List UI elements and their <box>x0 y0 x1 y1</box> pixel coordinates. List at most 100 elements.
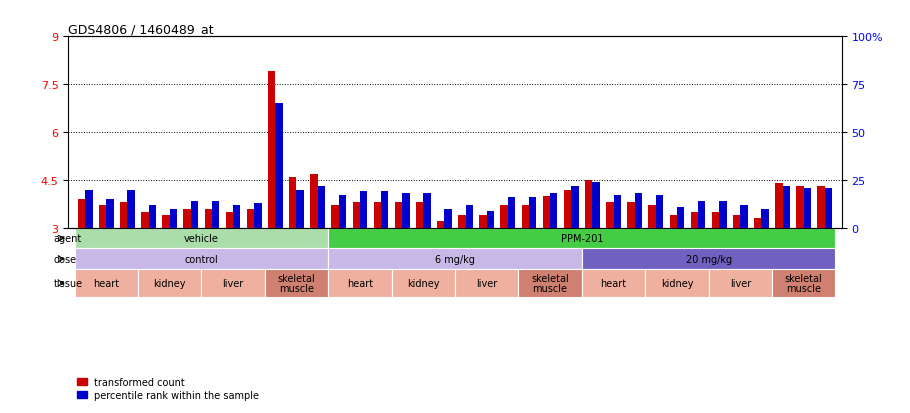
Bar <box>719 202 726 228</box>
Bar <box>352 203 359 324</box>
Text: kidney: kidney <box>407 278 440 288</box>
Text: 6 mg/kg: 6 mg/kg <box>435 254 475 264</box>
Text: agent: agent <box>54 234 82 244</box>
Bar <box>77 199 86 324</box>
Bar <box>634 194 642 228</box>
Bar <box>508 198 515 228</box>
Text: heart: heart <box>347 278 373 288</box>
Bar <box>247 209 254 324</box>
Bar <box>571 186 579 228</box>
Text: skeletal
muscle: skeletal muscle <box>784 273 823 294</box>
Bar <box>205 209 212 324</box>
Text: control: control <box>185 254 218 264</box>
Bar <box>501 206 508 324</box>
Bar <box>329 228 835 249</box>
Bar <box>141 212 148 324</box>
Bar <box>627 203 634 324</box>
Bar <box>374 203 381 324</box>
Bar <box>162 216 169 324</box>
Text: kidney: kidney <box>661 278 693 288</box>
Bar <box>359 192 368 228</box>
Text: liver: liver <box>730 278 751 288</box>
Bar <box>455 269 519 297</box>
Bar <box>184 209 191 324</box>
Bar <box>677 207 684 228</box>
Bar <box>268 72 276 324</box>
Bar <box>824 188 833 228</box>
Text: vehicle: vehicle <box>184 234 218 244</box>
Bar <box>551 194 558 228</box>
Bar <box>297 190 304 228</box>
Text: tissue: tissue <box>54 278 83 288</box>
Bar <box>581 269 645 297</box>
Text: liver: liver <box>476 278 498 288</box>
Bar <box>670 216 677 324</box>
Bar <box>783 186 790 228</box>
Bar <box>233 205 240 228</box>
Bar <box>542 197 551 324</box>
Bar <box>645 269 709 297</box>
Bar <box>395 203 402 324</box>
Bar <box>75 228 329 249</box>
Text: dose: dose <box>54 254 76 264</box>
Bar <box>585 180 592 324</box>
Bar <box>402 194 410 228</box>
Bar <box>339 196 346 228</box>
Bar <box>817 187 824 324</box>
Bar <box>741 205 748 228</box>
Bar <box>106 199 114 228</box>
Bar <box>691 212 698 324</box>
Legend: transformed count, percentile rank within the sample: transformed count, percentile rank withi… <box>73 373 263 404</box>
Bar <box>329 249 581 269</box>
Bar <box>226 212 233 324</box>
Bar <box>86 190 93 228</box>
Bar <box>254 204 262 228</box>
Bar <box>331 206 339 324</box>
Bar <box>276 104 283 228</box>
Bar <box>796 187 804 324</box>
Bar <box>581 249 835 269</box>
Bar <box>289 177 297 324</box>
Bar <box>529 198 536 228</box>
Bar <box>381 192 389 228</box>
Bar <box>592 183 600 228</box>
Text: PPM-201: PPM-201 <box>561 234 603 244</box>
Bar <box>265 269 329 297</box>
Bar <box>212 202 219 228</box>
Bar <box>169 209 177 228</box>
Bar <box>416 203 423 324</box>
Bar <box>201 269 265 297</box>
Bar <box>480 216 487 324</box>
Text: heart: heart <box>93 278 119 288</box>
Bar <box>775 184 783 324</box>
Bar <box>437 222 444 324</box>
Text: kidney: kidney <box>154 278 186 288</box>
Bar <box>423 194 430 228</box>
Bar <box>444 209 452 228</box>
Bar <box>127 190 135 228</box>
Bar <box>458 216 466 324</box>
Bar <box>712 212 719 324</box>
Bar <box>648 206 656 324</box>
Text: GDS4806 / 1460489_at: GDS4806 / 1460489_at <box>68 23 214 36</box>
Bar <box>466 205 473 228</box>
Bar <box>329 269 391 297</box>
Bar <box>656 196 663 228</box>
Text: heart: heart <box>601 278 627 288</box>
Bar <box>148 205 156 228</box>
Bar <box>75 269 138 297</box>
Text: liver: liver <box>222 278 244 288</box>
Bar <box>120 203 127 324</box>
Bar <box>99 206 106 324</box>
Bar <box>521 206 529 324</box>
Bar <box>391 269 455 297</box>
Bar <box>754 219 762 324</box>
Bar <box>564 190 571 324</box>
Bar <box>804 188 811 228</box>
Bar <box>519 269 581 297</box>
Bar <box>487 211 494 228</box>
Bar <box>698 202 705 228</box>
Bar <box>75 249 329 269</box>
Bar <box>138 269 201 297</box>
Bar <box>613 196 621 228</box>
